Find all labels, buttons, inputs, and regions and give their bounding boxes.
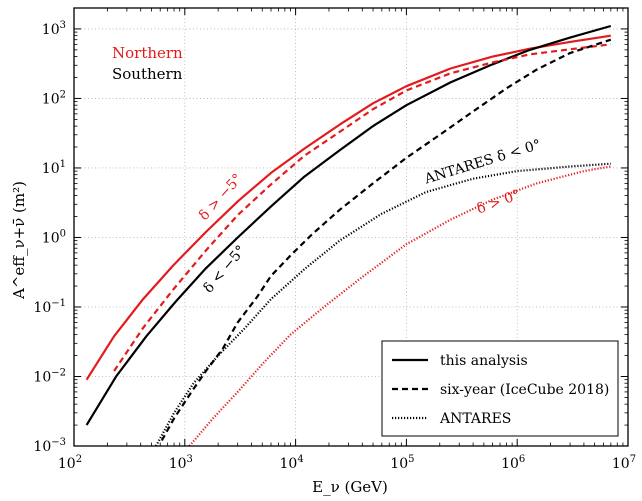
x-tick-label: 106 (501, 454, 525, 472)
series-line-northern-solid (85, 34, 611, 381)
x-axis-label: E_ν (GeV) (312, 478, 388, 496)
y-tick-label: 10−3 (33, 437, 66, 455)
legend-label-antares: ANTARES (439, 411, 511, 427)
series-line-southern-dotted (155, 162, 611, 447)
x-tick-label: 102 (58, 454, 82, 472)
x-tick-label: 103 (169, 454, 193, 472)
x-tick-labels: 102 103 104 105 106 107 (58, 454, 636, 472)
grid (74, 8, 628, 446)
x-tick-label: 104 (279, 454, 303, 472)
series-line-southern-solid (85, 24, 612, 426)
region-label-northern: Northern (112, 44, 183, 62)
ticks (73, 7, 629, 447)
legend: this analysis six-year (IceCube 2018) AN… (381, 340, 619, 437)
legend-label-six-year: six-year (IceCube 2018) (440, 382, 609, 398)
x-tick-label: 107 (612, 454, 636, 472)
legend-frame (381, 340, 619, 437)
region-label-southern: Southern (112, 65, 183, 83)
y-tick-label: 101 (42, 159, 66, 177)
series-line-northern-dotted (188, 165, 611, 447)
y-tick-label: 10−1 (33, 298, 66, 316)
x-tick-label: 105 (390, 454, 414, 472)
y-tick-label: 103 (42, 20, 66, 38)
plot-frame (73, 7, 629, 447)
series-line-northern-dashed (113, 43, 611, 372)
y-tick-label: 100 (42, 228, 66, 246)
y-tick-label: 102 (42, 89, 66, 107)
legend-label-this-analysis: this analysis (440, 353, 528, 369)
y-tick-labels: 10−3 10−2 10−1 100 101 102 103 (33, 20, 66, 455)
series-group (85, 24, 612, 447)
y-tick-label: 10−2 (33, 367, 66, 385)
y-axis-label: A^eff_ν+ν̄ (m²) (10, 181, 28, 300)
